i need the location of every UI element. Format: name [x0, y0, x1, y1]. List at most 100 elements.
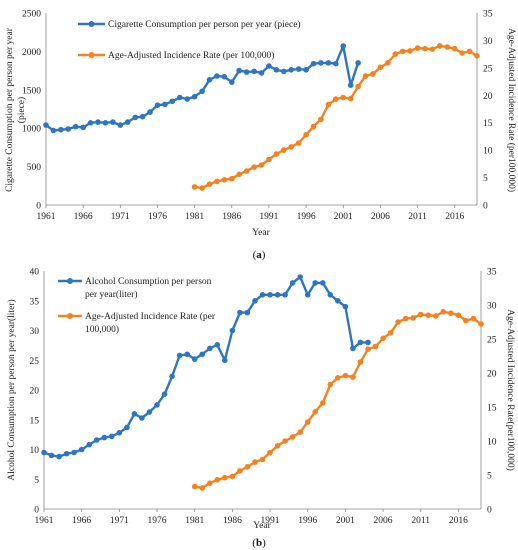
- a-x-tick-label: 1961: [37, 212, 56, 222]
- b-consumption-data-point: [304, 292, 311, 298]
- b-consumption-data-point: [78, 446, 85, 453]
- a-y2-tick-label: 30: [483, 37, 493, 47]
- a-incidence-data-point: [407, 48, 413, 54]
- a-consumption-data-point: [43, 122, 49, 128]
- a-incidence-data-point: [251, 164, 257, 170]
- b-consumption-data-point: [124, 424, 130, 431]
- a-consumption-data-point: [229, 79, 235, 85]
- a-consumption-data-point: [288, 67, 295, 73]
- b-x-tick-label: 1981: [185, 516, 204, 526]
- b-incidence-data-point: [282, 438, 288, 444]
- a-incidence-data-point: [288, 144, 295, 150]
- a-consumption-data-point: [221, 73, 228, 80]
- a-incidence-series-line: [194, 44, 478, 190]
- a-x-tick-label: 1966: [74, 212, 93, 222]
- b-x-tick-label: 1971: [110, 516, 129, 526]
- a-x-tick-label: 1986: [222, 212, 241, 222]
- b-consumption-data-point: [357, 339, 364, 346]
- a-consumption-data-point: [102, 120, 109, 126]
- b-caption: (b): [252, 537, 266, 549]
- a-y2-tick-label: 25: [483, 64, 493, 74]
- b-incidence-data-point: [470, 315, 477, 322]
- b-incidence-data-point: [342, 372, 349, 379]
- b-consumption-data-point: [176, 352, 183, 359]
- b-x-tick-label: 2001: [336, 516, 355, 526]
- a-y2-axis-title: Age-Adjusted Incidence Rate (per100,000): [506, 28, 517, 192]
- b-consumption-data-point: [63, 450, 70, 457]
- panel-a-cigarette-chart: 1961 1966 1971 1976 1981 1986 1991 1996 2001 2006…: [5, 10, 517, 262]
- b-consumption-data-point: [169, 373, 175, 380]
- b-consumption-data-point: [229, 327, 236, 334]
- a-legend-label-cigarette: Cigarette Consumption per person per yea…: [108, 19, 301, 30]
- a-consumption-data-point: [50, 127, 57, 134]
- b-incidence-data-point: [237, 468, 243, 474]
- a-consumption-data-point: [340, 43, 347, 49]
- b-consumption-data-point: [48, 452, 55, 459]
- a-legend-marker-incidence: [88, 52, 95, 58]
- b-incidence-data-point: [395, 319, 401, 325]
- a-consumption-data-point: [132, 114, 138, 121]
- a-consumption-data-point: [236, 67, 242, 74]
- a-caption: (a): [253, 249, 266, 261]
- a-y-tick-label: 2500: [22, 10, 41, 20]
- a-incidence-data-point: [399, 48, 406, 55]
- a-y2-tick-label: 10: [483, 147, 493, 157]
- b-consumption-data-point: [365, 339, 371, 346]
- b-incidence-data-point: [463, 317, 469, 324]
- a-incidence-data-point: [385, 60, 391, 66]
- b-consumption-data-point: [267, 292, 273, 298]
- a-y-tick-label: 500: [27, 163, 42, 173]
- b-incidence-data-point: [297, 429, 304, 436]
- a-consumption-data-point: [355, 60, 361, 66]
- b-consumption-data-point: [335, 298, 341, 304]
- a-consumption-data-point: [310, 60, 317, 67]
- a-x-tick-label: 2011: [408, 212, 427, 222]
- a-incidence-data-point: [273, 151, 280, 157]
- a-consumption-data-point: [318, 60, 324, 66]
- b-y-axis-title: Alcohol Consumption per person per year(…: [6, 299, 17, 480]
- a-consumption-data-point: [162, 101, 168, 108]
- b-incidence-data-point: [478, 321, 484, 327]
- b-incidence-data-point: [207, 480, 213, 487]
- b-x-tick-label: 1976: [148, 516, 167, 526]
- b-consumption-data-point: [101, 434, 108, 441]
- a-incidence-data-point: [266, 156, 272, 163]
- a-consumption-data-point: [184, 96, 190, 102]
- b-y-tick-label: 35: [30, 297, 40, 307]
- a-consumption-data-point: [191, 93, 198, 100]
- a-consumption-data-point: [154, 102, 161, 108]
- b-consumption-data-point: [297, 274, 304, 280]
- b-incidence-data-point: [259, 456, 266, 463]
- b-legend-label-alcohol-line2: per year(liter): [85, 289, 137, 300]
- a-y2-tick-label: 0: [483, 202, 488, 212]
- b-consumption-data-point: [86, 441, 92, 448]
- b-incidence-data-point: [320, 400, 326, 406]
- a-consumption-data-point: [199, 88, 205, 95]
- b-incidence-data-point: [455, 312, 462, 319]
- panel-b-alcohol-chart: 1961 1966 1971 1976 1981 1986 1991 1996 2001 2006…: [6, 268, 516, 550]
- a-consumption-data-point: [281, 68, 287, 75]
- b-incidence-data-point: [387, 330, 394, 336]
- a-incidence-data-point: [340, 94, 347, 101]
- a-incidence-data-point: [362, 73, 369, 79]
- a-y2-tick-label: 5: [483, 174, 488, 184]
- b-x-tick-label: 1991: [261, 516, 280, 526]
- a-x-tick-label: 2001: [334, 212, 353, 222]
- b-consumption-data-point: [191, 356, 198, 362]
- a-incidence-data-point: [191, 184, 198, 190]
- a-consumption-data-point: [72, 123, 79, 130]
- b-y-tick-label: 15: [30, 416, 40, 426]
- a-y2-tick-label: 20: [483, 92, 493, 102]
- b-y-tick-label: 10: [30, 446, 40, 456]
- a-y-axis-title-unit: (piece): [16, 97, 27, 123]
- b-legend-label-incidence-line1: Age-Adjusted Incidence Rate (per: [85, 311, 216, 322]
- a-consumption-data-point: [303, 67, 309, 73]
- b-y2-tick-label: 15: [487, 404, 497, 414]
- a-series-marks: [43, 43, 480, 191]
- b-incidence-data-point: [229, 473, 236, 480]
- b-incidence-data-point: [252, 459, 258, 465]
- b-y-tick-label: 0: [34, 506, 39, 516]
- b-incidence-data-point: [327, 381, 334, 388]
- a-legend: Cigarette Consumption per person per yea…: [78, 19, 301, 61]
- a-incidence-data-point: [422, 45, 428, 52]
